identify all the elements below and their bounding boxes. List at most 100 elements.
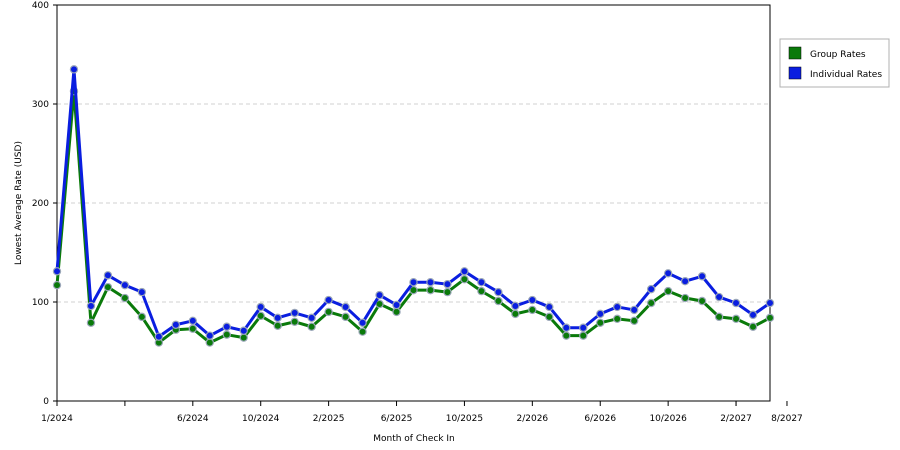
data-point	[103, 282, 113, 292]
data-point	[765, 298, 775, 308]
data-point	[613, 302, 622, 312]
series-line-group-rates	[55, 89, 771, 345]
data-point	[307, 322, 316, 331]
data-point	[562, 331, 571, 340]
data-point	[680, 293, 690, 303]
data-point	[307, 313, 316, 323]
data-point	[477, 286, 486, 296]
y-tick-label: 100	[32, 298, 49, 308]
legend-label-group-rates: Group Rates	[810, 50, 866, 60]
x-tick-label: 6/2025	[381, 414, 413, 424]
data-point	[69, 65, 79, 74]
data-point	[120, 280, 130, 290]
x-axis-ticks: 1/2024 6/2024 10/2024 2/2025 6/2025 10/2025 2/…	[41, 401, 803, 424]
data-point	[477, 278, 486, 287]
x-tick-label: 6/2024	[177, 414, 209, 424]
data-point	[731, 298, 741, 308]
x-tick-label: 10/2026	[649, 414, 687, 424]
x-tick-label: 6/2026	[584, 414, 616, 424]
data-point	[426, 278, 435, 287]
data-point	[222, 330, 231, 339]
data-point	[290, 308, 299, 318]
data-point	[290, 317, 299, 326]
data-point	[171, 320, 181, 329]
data-point	[222, 322, 231, 331]
data-point	[494, 296, 503, 306]
y-tick-label: 200	[32, 199, 49, 209]
x-tick-label: 2/2027	[720, 414, 752, 424]
data-point	[562, 323, 571, 332]
data-point	[86, 301, 96, 311]
data-point	[52, 267, 62, 276]
data-point	[392, 307, 401, 317]
data-point	[375, 290, 384, 300]
data-point	[494, 287, 503, 297]
x-tick-label: 10/2025	[446, 414, 483, 424]
data-point	[765, 313, 775, 323]
data-point	[528, 295, 537, 305]
data-point	[511, 301, 520, 311]
data-point	[239, 333, 248, 342]
data-point	[426, 285, 435, 295]
data-point	[103, 271, 113, 280]
data-point	[188, 316, 198, 326]
data-point	[239, 326, 248, 335]
data-point	[392, 300, 401, 310]
data-point	[545, 312, 554, 322]
y-axis-title: Lowest Average Rate (USD)	[14, 141, 24, 265]
y-axis-ticks: 0 100 200 300 400	[32, 1, 57, 407]
data-point	[613, 314, 622, 324]
data-point	[137, 312, 147, 322]
data-point	[596, 318, 605, 327]
x-tick-label: 10/2024	[242, 414, 280, 424]
series-lines	[52, 65, 775, 347]
legend-label-individual-rates: Individual Rates	[810, 70, 882, 80]
data-point	[731, 314, 741, 324]
series-group-rates	[52, 86, 775, 347]
data-point	[273, 321, 282, 330]
data-point	[697, 272, 707, 281]
data-point	[646, 298, 656, 308]
data-point	[629, 316, 639, 326]
y-tick-label: 300	[32, 100, 49, 110]
y-tick-label: 400	[32, 1, 49, 11]
gridlines	[57, 103, 770, 303]
series-individual-rates	[52, 65, 775, 341]
data-point	[52, 280, 62, 290]
data-point	[256, 302, 265, 312]
data-point	[341, 302, 350, 312]
data-point	[358, 327, 367, 336]
data-point	[646, 284, 656, 294]
data-point	[697, 296, 707, 306]
data-point	[341, 312, 350, 322]
data-point	[629, 305, 639, 315]
data-point	[748, 310, 758, 320]
data-point	[324, 307, 333, 317]
legend-swatch-group-rates	[788, 46, 802, 60]
data-point	[511, 309, 520, 319]
data-point	[409, 278, 418, 287]
data-point	[409, 285, 418, 295]
data-point	[443, 287, 452, 297]
x-tick-label: 2/2025	[313, 414, 345, 424]
data-point	[120, 293, 130, 303]
x-tick-label: 2/2026	[516, 414, 548, 424]
data-point	[545, 302, 554, 312]
data-point	[663, 286, 673, 296]
data-point	[528, 305, 537, 315]
data-point	[663, 269, 673, 278]
legend: Group Rates Individual Rates	[779, 38, 890, 88]
data-point	[596, 309, 605, 319]
x-tick-label: 1/2024	[41, 414, 73, 424]
data-point	[86, 318, 96, 327]
data-point	[579, 331, 588, 340]
data-point	[460, 275, 469, 284]
data-point	[443, 279, 452, 289]
data-point	[256, 311, 265, 321]
data-point	[154, 332, 164, 341]
legend-swatch-individual-rates	[788, 66, 802, 80]
data-point	[375, 299, 384, 309]
data-point	[714, 312, 724, 322]
